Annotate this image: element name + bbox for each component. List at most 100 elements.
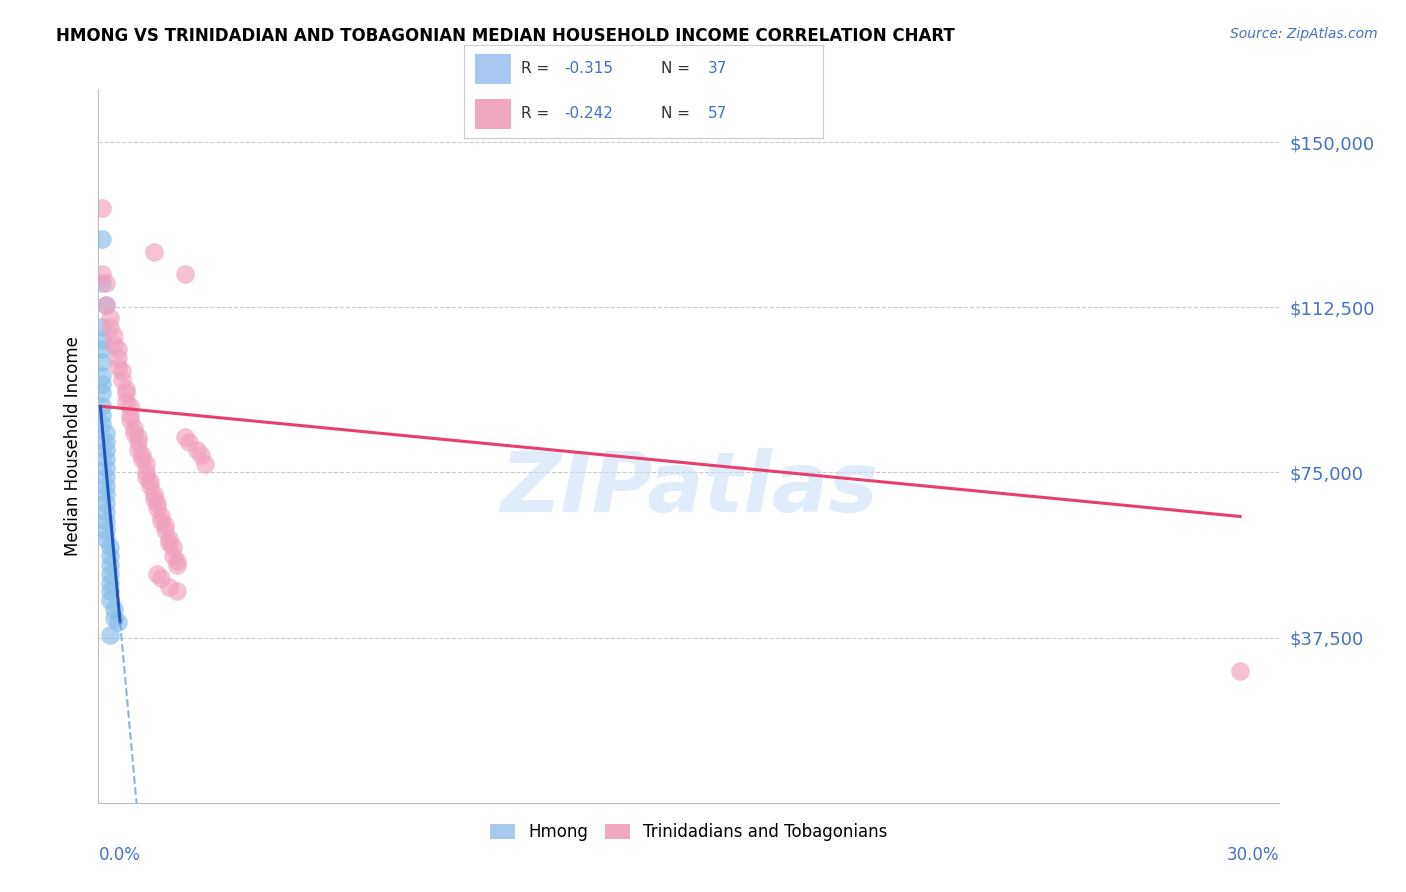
Point	[103, 602, 125, 616]
Point	[150, 509, 173, 524]
Point	[98, 311, 121, 326]
Point	[157, 532, 180, 546]
Point	[91, 417, 114, 431]
Text: 37: 37	[707, 61, 727, 76]
Point	[157, 580, 180, 594]
Point	[166, 584, 188, 599]
Point	[146, 496, 169, 510]
Legend: Hmong, Trinidadians and Tobagonians: Hmong, Trinidadians and Tobagonians	[484, 817, 894, 848]
Point	[91, 276, 114, 290]
Point	[138, 475, 160, 489]
Point	[107, 342, 129, 356]
Point	[138, 478, 160, 492]
Point	[96, 452, 118, 467]
Point	[186, 443, 208, 458]
Point	[91, 232, 114, 246]
Point	[127, 434, 149, 449]
Point	[98, 320, 121, 334]
Point	[98, 593, 121, 607]
Point	[174, 430, 197, 444]
Point	[103, 611, 125, 625]
Text: R =: R =	[522, 61, 550, 76]
Text: 30.0%: 30.0%	[1227, 846, 1279, 863]
Point	[142, 487, 165, 501]
Point	[98, 549, 121, 563]
Point	[96, 425, 118, 440]
Point	[96, 514, 118, 528]
Point	[96, 461, 118, 475]
Point	[96, 298, 118, 312]
Point	[103, 329, 125, 343]
Point	[91, 368, 114, 383]
Text: -0.315: -0.315	[564, 61, 613, 76]
Text: 0.0%: 0.0%	[98, 846, 141, 863]
Point	[177, 434, 200, 449]
Point	[118, 408, 141, 422]
Point	[127, 430, 149, 444]
Point	[115, 386, 138, 401]
Point	[91, 400, 114, 414]
Y-axis label: Median Household Income: Median Household Income	[65, 336, 83, 556]
Point	[98, 584, 121, 599]
Point	[174, 267, 197, 281]
Point	[107, 615, 129, 630]
Point	[96, 523, 118, 537]
Text: 57: 57	[707, 106, 727, 121]
Point	[135, 466, 157, 480]
Point	[107, 351, 129, 365]
Point	[96, 298, 118, 312]
Point	[122, 421, 145, 435]
Point	[142, 245, 165, 260]
Point	[150, 571, 173, 585]
Point	[96, 532, 118, 546]
Text: R =: R =	[522, 106, 550, 121]
Point	[115, 382, 138, 396]
Point	[131, 452, 153, 467]
Point	[91, 386, 114, 401]
Point	[91, 377, 114, 392]
Point	[91, 408, 114, 422]
Point	[91, 342, 114, 356]
Point	[150, 514, 173, 528]
Point	[122, 425, 145, 440]
Point	[111, 364, 134, 378]
Point	[135, 470, 157, 484]
Text: HMONG VS TRINIDADIAN AND TOBAGONIAN MEDIAN HOUSEHOLD INCOME CORRELATION CHART: HMONG VS TRINIDADIAN AND TOBAGONIAN MEDI…	[56, 27, 955, 45]
Point	[118, 412, 141, 426]
Point	[98, 558, 121, 572]
Point	[162, 541, 184, 555]
Point	[162, 549, 184, 563]
Bar	[475, 99, 510, 129]
Point	[155, 523, 177, 537]
Point	[91, 320, 114, 334]
Point	[166, 553, 188, 567]
Text: -0.242: -0.242	[564, 106, 613, 121]
Point	[1229, 664, 1251, 678]
Point	[96, 478, 118, 492]
Bar	[475, 54, 510, 84]
Text: ZIPatlas: ZIPatlas	[501, 449, 877, 529]
Point	[96, 470, 118, 484]
Text: N =: N =	[661, 106, 690, 121]
Point	[194, 457, 217, 471]
Point	[96, 434, 118, 449]
Point	[91, 201, 114, 215]
Point	[155, 518, 177, 533]
Point	[118, 400, 141, 414]
Point	[98, 541, 121, 555]
Point	[142, 491, 165, 506]
Point	[98, 575, 121, 590]
Point	[91, 333, 114, 347]
Point	[107, 359, 129, 374]
Point	[103, 337, 125, 351]
Text: Source: ZipAtlas.com: Source: ZipAtlas.com	[1230, 27, 1378, 41]
Point	[127, 443, 149, 458]
Point	[96, 487, 118, 501]
Point	[115, 395, 138, 409]
Point	[166, 558, 188, 572]
Point	[146, 500, 169, 515]
Point	[98, 628, 121, 642]
Point	[111, 373, 134, 387]
Point	[96, 505, 118, 519]
Point	[146, 566, 169, 581]
